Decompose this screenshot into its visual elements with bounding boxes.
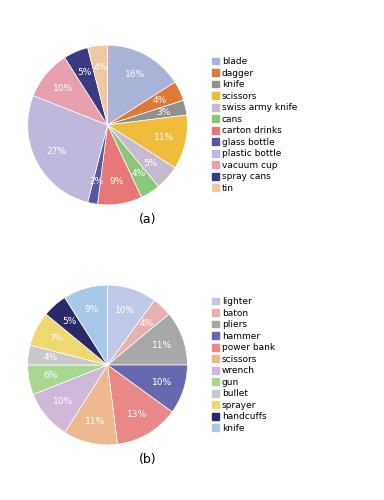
Wedge shape bbox=[108, 45, 175, 125]
Text: 5%: 5% bbox=[78, 68, 92, 76]
Wedge shape bbox=[108, 300, 169, 365]
Text: 4%: 4% bbox=[140, 318, 154, 328]
Wedge shape bbox=[88, 125, 108, 204]
Text: 16%: 16% bbox=[125, 70, 145, 79]
Wedge shape bbox=[108, 365, 187, 412]
Wedge shape bbox=[33, 58, 108, 125]
Text: 6%: 6% bbox=[44, 372, 58, 380]
Legend: blade, dagger, knife, scissors, swiss army knife, cans, carton drinks, glass bot: blade, dagger, knife, scissors, swiss ar… bbox=[212, 57, 297, 193]
Wedge shape bbox=[46, 298, 108, 365]
Wedge shape bbox=[28, 365, 108, 394]
Text: (b): (b) bbox=[139, 452, 156, 466]
Text: 10%: 10% bbox=[53, 84, 73, 93]
Wedge shape bbox=[33, 365, 108, 432]
Wedge shape bbox=[108, 365, 172, 444]
Wedge shape bbox=[108, 314, 187, 365]
Text: 27%: 27% bbox=[46, 146, 66, 156]
Wedge shape bbox=[28, 345, 108, 365]
Text: 2%: 2% bbox=[89, 177, 104, 186]
Text: 5%: 5% bbox=[62, 318, 77, 326]
Text: (a): (a) bbox=[139, 212, 156, 226]
Text: 11%: 11% bbox=[154, 133, 174, 142]
Text: 10%: 10% bbox=[152, 378, 172, 388]
Wedge shape bbox=[108, 125, 175, 186]
Text: 10%: 10% bbox=[53, 397, 73, 406]
Wedge shape bbox=[108, 100, 187, 125]
Text: 9%: 9% bbox=[109, 178, 124, 186]
Wedge shape bbox=[108, 115, 187, 168]
Wedge shape bbox=[28, 96, 108, 202]
Wedge shape bbox=[65, 365, 118, 445]
Text: 4%: 4% bbox=[131, 169, 146, 178]
Text: 11%: 11% bbox=[85, 416, 105, 426]
Wedge shape bbox=[65, 48, 108, 125]
Text: 13%: 13% bbox=[127, 410, 147, 419]
Text: 9%: 9% bbox=[84, 306, 99, 314]
Text: 5%: 5% bbox=[144, 158, 158, 168]
Wedge shape bbox=[108, 82, 184, 125]
Text: 4%: 4% bbox=[152, 96, 167, 105]
Legend: lighter, baton, pliers, hammer, power bank, scissors, wrench, gun, bullet, spray: lighter, baton, pliers, hammer, power ba… bbox=[212, 297, 275, 433]
Wedge shape bbox=[88, 45, 108, 125]
Wedge shape bbox=[108, 125, 159, 198]
Text: 10%: 10% bbox=[115, 306, 135, 315]
Wedge shape bbox=[108, 285, 154, 365]
Text: 11%: 11% bbox=[152, 341, 172, 350]
Text: 4%: 4% bbox=[93, 64, 108, 72]
Text: 4%: 4% bbox=[43, 354, 58, 362]
Wedge shape bbox=[65, 285, 108, 365]
Wedge shape bbox=[30, 314, 108, 365]
Text: 7%: 7% bbox=[49, 334, 63, 344]
Wedge shape bbox=[98, 125, 142, 205]
Text: 3%: 3% bbox=[156, 108, 171, 117]
